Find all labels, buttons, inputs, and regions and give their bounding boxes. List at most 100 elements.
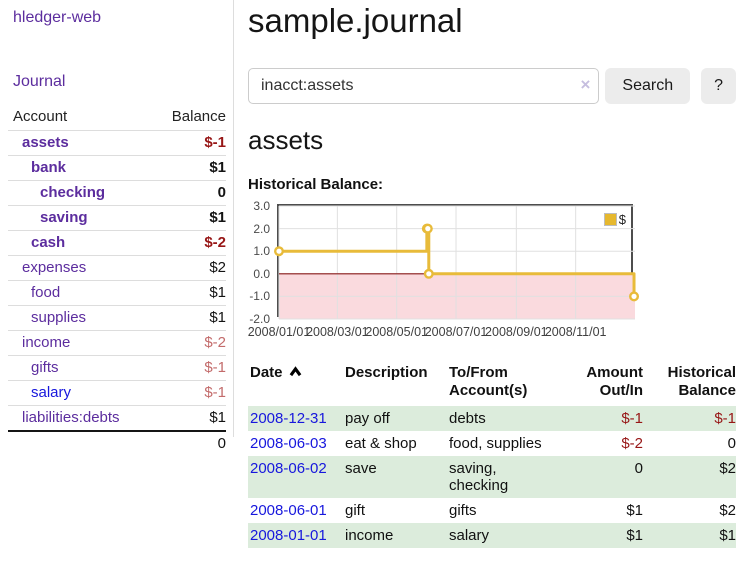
data-point-marker (629, 291, 640, 302)
accounts-table: Account Balance assets $-1 bank $1 checking 0… (8, 104, 226, 456)
data-point-marker (423, 268, 434, 279)
account-balance: $1 (150, 280, 226, 306)
x-axis-tick-label: 2008/11/01 (544, 325, 607, 339)
y-axis-tick-label: 2.0 (253, 221, 270, 236)
transaction-accounts: salary (449, 527, 490, 544)
account-name-cell: supplies (8, 305, 151, 331)
transaction-date-link[interactable]: 2008-06-02 (250, 460, 327, 477)
account-link[interactable]: salary (31, 384, 72, 401)
account-name-cell: salary (8, 380, 151, 406)
y-axis-tick-label: 0.0 (253, 266, 270, 281)
account-name-cell: food (8, 280, 151, 306)
page-title: sample.journal (248, 2, 463, 39)
transaction-accounts: gifts (449, 502, 477, 519)
search-form: × Search ? (248, 68, 736, 104)
header-line: To/From (449, 364, 508, 381)
account-balance: $1 (150, 155, 226, 181)
account-link[interactable]: supplies (31, 309, 87, 326)
account-link[interactable]: food (31, 284, 61, 301)
transaction-amount: $-1 (621, 410, 643, 427)
transaction-balance: $-1 (714, 410, 736, 427)
transaction-balance: $1 (719, 527, 736, 544)
account-row: assets $-1 (8, 130, 226, 156)
account-name-cell: gifts (8, 355, 151, 381)
transaction-date-cell: 2008-06-01 (248, 498, 345, 523)
transaction-description: income (345, 527, 394, 544)
transaction-accounts: saving, checking (449, 460, 509, 494)
transaction-date-link[interactable]: 2008-06-01 (250, 502, 327, 519)
help-button[interactable]: ? (701, 68, 736, 104)
chart-legend: $ (602, 211, 627, 228)
sidebar-item-journal[interactable]: Journal (13, 73, 66, 90)
account-link[interactable]: bank (31, 159, 67, 176)
account-row: food $1 (8, 280, 226, 306)
account-balance: $1 (150, 405, 226, 431)
accounts-header-row: Account Balance (8, 104, 226, 131)
transaction-row: 2008-06-02 save saving, checking 0 $2 (248, 456, 736, 498)
account-name-cell: liabilities:debts (8, 405, 151, 431)
transaction-date-link[interactable]: 2008-06-03 (250, 435, 327, 452)
account-row: saving $1 (8, 205, 226, 231)
account-heading: assets (248, 125, 324, 155)
header-line: Description (345, 364, 428, 381)
transaction-accounts: food, supplies (449, 435, 542, 452)
transaction-date-cell: 2008-06-03 (248, 431, 345, 456)
account-link[interactable]: income (22, 334, 71, 351)
account-balance: 0 (150, 180, 226, 206)
account-row: cash $-2 (8, 230, 226, 256)
account-balance: $-1 (150, 355, 226, 381)
transaction-accounts: debts (449, 410, 486, 427)
transaction-amount: $-2 (621, 435, 643, 452)
account-link[interactable]: liabilities:debts (22, 409, 120, 426)
chart-canvas (274, 205, 640, 320)
legend-label: $ (618, 212, 626, 227)
account-link[interactable]: gifts (31, 359, 59, 376)
transaction-balance: $2 (719, 460, 736, 477)
search-button[interactable]: Search (605, 68, 691, 104)
account-link[interactable]: cash (31, 234, 66, 251)
transaction-description: save (345, 460, 377, 477)
account-link[interactable]: expenses (22, 259, 87, 276)
x-axis-tick-label: 2008/03/01 (306, 325, 369, 339)
account-link[interactable]: saving (40, 209, 88, 226)
search-input[interactable] (248, 68, 600, 104)
transaction-date-cell: 2008-06-02 (248, 456, 345, 498)
sidebar: hledger-web Journal Account Balance asse… (0, 0, 233, 456)
transaction-amount: $1 (626, 527, 643, 544)
header-line: Historical (667, 364, 736, 381)
sort-ascending-icon (289, 364, 302, 382)
brand-link[interactable]: hledger-web (13, 9, 102, 26)
transaction-amount: $1 (626, 502, 643, 519)
clear-search-icon[interactable]: × (580, 75, 591, 94)
account-row: expenses $2 (8, 255, 226, 281)
transaction-amount: 0 (634, 460, 643, 477)
header-line: Account(s) (449, 382, 528, 399)
account-balance: $1 (150, 305, 226, 331)
transaction-date-cell: 2008-01-01 (248, 523, 345, 548)
transaction-description: pay off (345, 410, 390, 427)
transaction-date-link[interactable]: 2008-12-31 (250, 410, 327, 427)
register-header-amount: Amount Out/In (583, 361, 643, 406)
account-row: income $-2 (8, 330, 226, 356)
account-name-cell: expenses (8, 255, 151, 281)
transaction-row: 2008-01-01 income salary $1 $1 (248, 523, 736, 548)
register-header-to-from: To/From Account(s) (449, 361, 583, 406)
account-link[interactable]: assets (22, 134, 69, 151)
account-balance: $-1 (150, 380, 226, 406)
register-header-historical: Historical Balance (643, 361, 736, 406)
account-name-cell: bank (8, 155, 151, 181)
main-content: sample.journal × Search ? assets Histori… (248, 0, 736, 548)
transaction-date-link[interactable]: 2008-01-01 (250, 527, 327, 544)
account-row: checking 0 (8, 180, 226, 206)
account-balance: $2 (150, 255, 226, 281)
account-link[interactable]: checking (40, 184, 106, 201)
y-axis-labels: 3.0 2.0 1.0 0.0 -1.0 -2.0 (248, 199, 272, 326)
account-balance: $-1 (150, 130, 226, 156)
x-axis-tick-label: 2008/01/01 (247, 325, 311, 339)
y-axis-tick-label: -2.0 (249, 312, 270, 326)
account-balance: $-2 (150, 330, 226, 356)
account-row: supplies $1 (8, 305, 226, 331)
header-line: Date (250, 364, 283, 381)
data-point-marker (422, 223, 433, 234)
transaction-row: 2008-06-01 gift gifts $1 $2 (248, 498, 736, 523)
